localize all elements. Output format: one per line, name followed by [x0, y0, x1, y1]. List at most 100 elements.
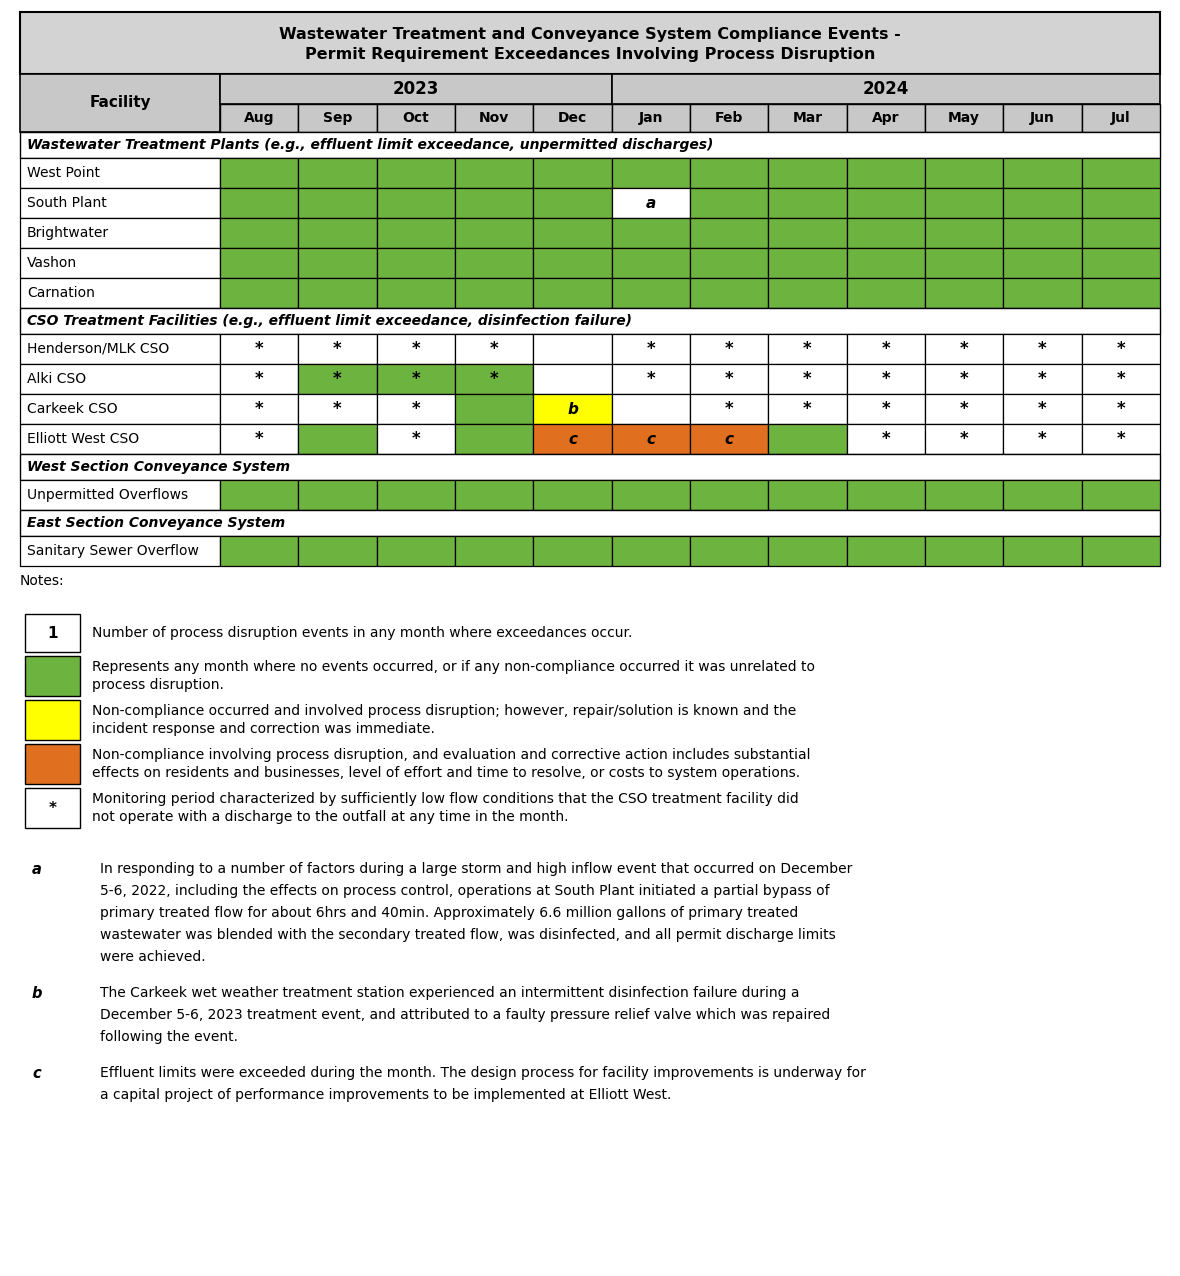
Text: *: *	[333, 370, 342, 388]
Bar	[847, 480, 925, 510]
Text: Aug: Aug	[244, 111, 275, 125]
Text: Henderson/MLK CSO: Henderson/MLK CSO	[27, 342, 169, 356]
Bar	[533, 480, 611, 510]
Text: a: a	[32, 863, 41, 877]
Bar	[299, 218, 376, 248]
Bar	[847, 424, 925, 454]
Bar	[1003, 105, 1082, 131]
Bar	[1082, 536, 1160, 567]
Text: Vashon: Vashon	[27, 256, 77, 271]
Bar	[533, 188, 611, 218]
Bar	[611, 394, 690, 424]
Text: *: *	[48, 800, 57, 815]
Text: *: *	[647, 370, 655, 388]
Bar	[219, 105, 299, 131]
Text: *: *	[1116, 339, 1126, 359]
Bar	[690, 278, 768, 308]
Bar	[1082, 394, 1160, 424]
Text: East Section Conveyance System: East Section Conveyance System	[27, 516, 286, 530]
Text: *: *	[333, 399, 342, 419]
Bar	[455, 394, 533, 424]
Text: Permit Requirement Exceedances Involving Process Disruption: Permit Requirement Exceedances Involving…	[304, 47, 876, 63]
Bar	[611, 364, 690, 394]
Text: c: c	[568, 431, 577, 447]
Bar	[768, 364, 847, 394]
Bar	[20, 131, 1160, 158]
Bar	[533, 334, 611, 364]
Text: *: *	[412, 430, 420, 448]
Bar	[533, 278, 611, 308]
Text: *: *	[412, 339, 420, 359]
Bar	[1003, 424, 1082, 454]
Bar	[611, 334, 690, 364]
Bar	[768, 188, 847, 218]
Bar	[690, 424, 768, 454]
Text: 1: 1	[47, 625, 58, 641]
Bar	[925, 105, 1003, 131]
Bar	[847, 218, 925, 248]
Bar	[690, 394, 768, 424]
Text: Represents any month where no events occurred, or if any non-compliance occurred: Represents any month where no events occ…	[92, 660, 815, 674]
Bar	[1003, 248, 1082, 278]
Bar	[455, 188, 533, 218]
Bar	[376, 424, 455, 454]
Text: *: *	[255, 339, 263, 359]
Bar	[219, 218, 299, 248]
Text: Non-compliance involving process disruption, and evaluation and corrective actio: Non-compliance involving process disrupt…	[92, 748, 811, 762]
Bar	[455, 218, 533, 248]
Bar	[20, 454, 1160, 480]
Bar	[1082, 218, 1160, 248]
Bar	[768, 218, 847, 248]
Bar	[20, 308, 1160, 334]
Bar	[690, 334, 768, 364]
Bar	[690, 158, 768, 188]
Bar	[1082, 105, 1160, 131]
Text: May: May	[949, 111, 981, 125]
Text: wastewater was blended with the secondary treated flow, was disinfected, and all: wastewater was blended with the secondar…	[100, 928, 835, 942]
Bar	[455, 278, 533, 308]
Bar	[219, 74, 611, 105]
Bar	[768, 394, 847, 424]
Bar	[1003, 364, 1082, 394]
Text: *: *	[412, 370, 420, 388]
Bar	[533, 424, 611, 454]
Text: *: *	[255, 399, 263, 419]
Bar	[1003, 334, 1082, 364]
Text: *: *	[1038, 399, 1047, 419]
Bar	[219, 278, 299, 308]
Text: c: c	[725, 431, 734, 447]
Bar	[20, 394, 219, 424]
Text: *: *	[647, 339, 655, 359]
Text: *: *	[1116, 430, 1126, 448]
Bar	[611, 248, 690, 278]
Text: The Carkeek wet weather treatment station experienced an intermittent disinfecti: The Carkeek wet weather treatment statio…	[100, 986, 800, 1000]
Text: c: c	[32, 1065, 40, 1081]
Text: Wastewater Treatment Plants (e.g., effluent limit exceedance, unpermitted discha: Wastewater Treatment Plants (e.g., efflu…	[27, 138, 714, 152]
Bar	[299, 188, 376, 218]
Bar	[1082, 480, 1160, 510]
Text: Elliott West CSO: Elliott West CSO	[27, 433, 139, 447]
Text: Feb: Feb	[715, 111, 743, 125]
Bar	[299, 158, 376, 188]
Text: effects on residents and businesses, level of effort and time to resolve, or cos: effects on residents and businesses, lev…	[92, 766, 800, 780]
Text: b: b	[32, 986, 42, 1000]
Bar	[925, 188, 1003, 218]
Text: Dec: Dec	[558, 111, 588, 125]
Bar	[299, 480, 376, 510]
Text: *: *	[959, 339, 969, 359]
Bar	[925, 158, 1003, 188]
Bar	[455, 424, 533, 454]
Text: *: *	[804, 399, 812, 419]
Bar	[1082, 248, 1160, 278]
Bar	[533, 248, 611, 278]
Bar	[20, 364, 219, 394]
Text: Effluent limits were exceeded during the month. The design process for facility : Effluent limits were exceeded during the…	[100, 1065, 866, 1079]
Text: *: *	[1116, 399, 1126, 419]
Bar	[20, 188, 219, 218]
Text: Mar: Mar	[793, 111, 822, 125]
Text: primary treated flow for about 6hrs and 40min. Approximately 6.6 million gallons: primary treated flow for about 6hrs and …	[100, 906, 798, 920]
Bar	[1082, 158, 1160, 188]
Bar	[611, 278, 690, 308]
Bar	[768, 278, 847, 308]
Bar	[533, 158, 611, 188]
